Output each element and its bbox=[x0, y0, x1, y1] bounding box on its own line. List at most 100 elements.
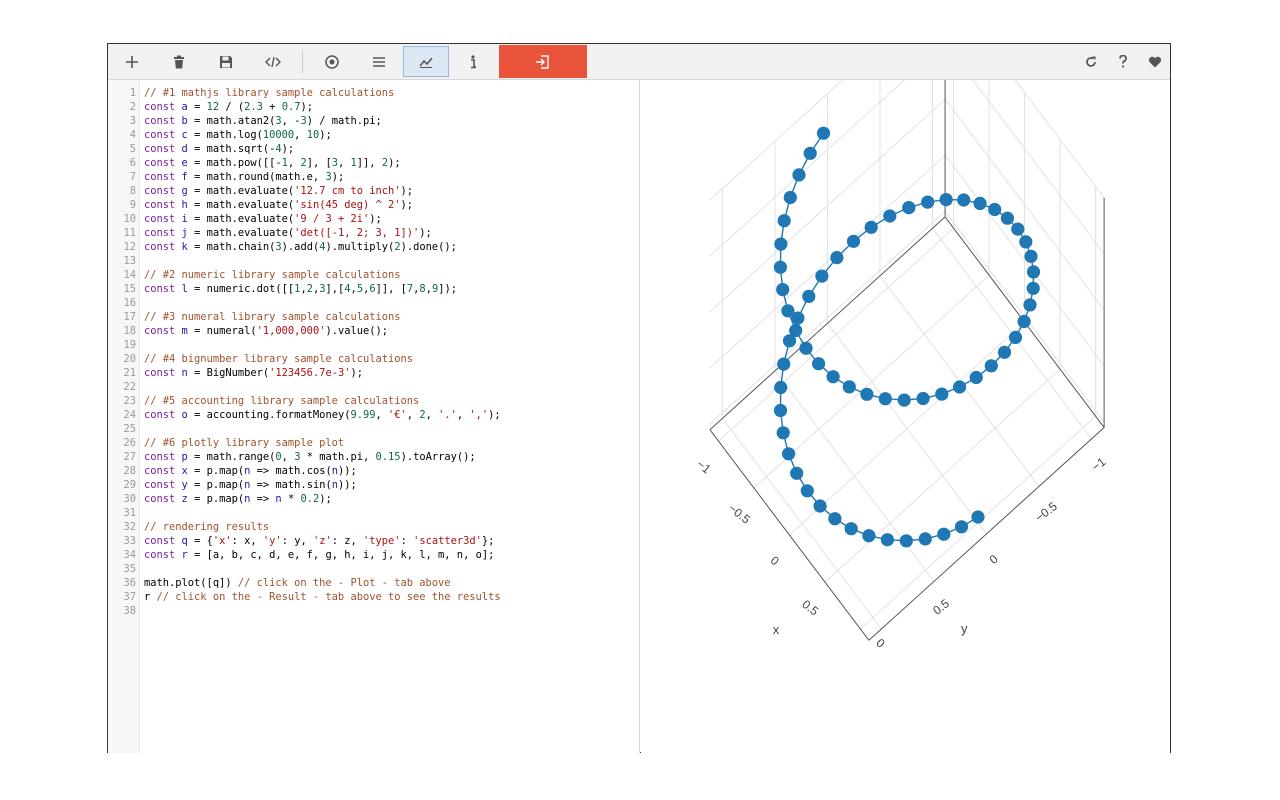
line-number: 19 bbox=[123, 339, 136, 351]
code-token: i bbox=[181, 213, 188, 225]
refresh-icon bbox=[1086, 56, 1096, 67]
code-token: const bbox=[144, 199, 182, 211]
wall-gridline bbox=[709, 210, 946, 425]
code-line[interactable]: const f = math.round(math.e, 3); bbox=[144, 170, 344, 184]
data-point bbox=[939, 193, 953, 207]
code-line[interactable]: // #1 mathjs library sample calculations bbox=[144, 86, 394, 100]
line-number: 38 bbox=[123, 605, 136, 617]
code-token: 4 bbox=[275, 143, 282, 155]
code-line[interactable]: // #4 bignumber library sample calculati… bbox=[144, 352, 413, 366]
code-line[interactable]: const k = math.chain(3).add(4).multiply(… bbox=[144, 240, 457, 254]
data-point bbox=[937, 527, 951, 541]
code-line[interactable]: const n = BigNumber('123456.7e-3'); bbox=[144, 366, 363, 380]
code-token: / ( bbox=[219, 101, 245, 113]
code-line[interactable]: const a = 12 / (2.3 + 0.7); bbox=[144, 100, 313, 114]
line-number: 16 bbox=[123, 297, 136, 309]
line-number: 14 bbox=[123, 269, 136, 281]
code-token: 1 bbox=[281, 157, 288, 169]
result-view-button[interactable] bbox=[314, 46, 350, 77]
code-token: ); bbox=[369, 213, 382, 225]
code-token: , bbox=[363, 283, 370, 295]
delete-button[interactable] bbox=[161, 46, 197, 77]
reload-button[interactable] bbox=[1078, 46, 1104, 77]
code-line[interactable]: const z = p.map(n => n * 0.2); bbox=[144, 492, 332, 506]
code-line[interactable]: const l = numeric.dot([[1,2,3],[4,5,6]],… bbox=[144, 282, 457, 296]
code-token: 0.2 bbox=[300, 493, 320, 505]
code-line[interactable]: const c = math.log(10000, 10); bbox=[144, 128, 332, 142]
plot-view-button[interactable] bbox=[403, 46, 449, 77]
data-point bbox=[864, 220, 878, 234]
code-token: b bbox=[181, 115, 188, 127]
line-number: 34 bbox=[123, 549, 136, 561]
help-button[interactable] bbox=[1110, 46, 1136, 77]
code-token: 5 bbox=[356, 283, 364, 295]
code-token: , bbox=[281, 451, 295, 463]
code-icon bbox=[265, 56, 281, 67]
code-token: ]], bbox=[356, 157, 382, 169]
code-line[interactable]: // rendering results bbox=[144, 520, 269, 534]
data-point bbox=[1026, 281, 1040, 295]
code-token: ]], [ bbox=[375, 283, 407, 295]
data-point bbox=[1019, 235, 1033, 249]
code-line[interactable]: const b = math.atan2(3, -3) / math.pi; bbox=[144, 114, 382, 128]
code-token: o bbox=[181, 409, 188, 421]
code-token: = BigNumber( bbox=[187, 367, 270, 379]
code-token: 3 bbox=[275, 241, 282, 253]
code-line[interactable]: const x = p.map(n => math.cos(n)); bbox=[144, 464, 357, 478]
run-button[interactable] bbox=[499, 45, 587, 78]
line-number: 12 bbox=[123, 241, 136, 253]
code-token: x bbox=[181, 465, 188, 477]
code-line[interactable]: const j = math.evaluate('det([-1, 2; 3, … bbox=[144, 226, 432, 240]
code-token: 3 bbox=[275, 115, 282, 127]
code-line[interactable]: const d = math.sqrt(-4); bbox=[144, 142, 294, 156]
code-line[interactable]: const r = [a, b, c, d, e, f, g, h, i, j,… bbox=[144, 548, 494, 562]
code-token: = [a, b, c, d, e, f, g, h, i, j, k, l, m… bbox=[187, 549, 495, 561]
code-token: y bbox=[181, 479, 188, 491]
code-line[interactable]: // #3 numeral library sample calculation… bbox=[144, 310, 400, 324]
code-line[interactable]: math.plot([q]) // click on the - Plot - … bbox=[144, 576, 451, 590]
code-line[interactable]: const q = {'x': x, 'y': y, 'z': z, 'type… bbox=[144, 534, 494, 548]
scatter3d-plot[interactable]: −1 −0.5 0 0.5 −1 −0.5 0 0.5 0 x y bbox=[641, 80, 1170, 753]
code-token: = math.atan2( bbox=[187, 115, 276, 127]
plot-pane[interactable]: −1 −0.5 0 0.5 −1 −0.5 0 0.5 0 x y bbox=[641, 80, 1170, 753]
code-line[interactable]: // #2 numeric library sample calculation… bbox=[144, 268, 400, 282]
code-line[interactable]: const p = math.range(0, 3 * math.pi, 0.1… bbox=[144, 450, 476, 464]
list-view-button[interactable] bbox=[361, 46, 397, 77]
data-point bbox=[789, 323, 803, 338]
code-token: d bbox=[181, 143, 188, 155]
code-token: = numeral( bbox=[187, 325, 257, 337]
data-point bbox=[774, 380, 788, 395]
code-line[interactable]: r // click on the - Result - tab above t… bbox=[144, 590, 501, 604]
code-line[interactable]: // #5 accounting library sample calculat… bbox=[144, 394, 419, 408]
data-point bbox=[826, 370, 840, 384]
code-token: // click on the - Result - tab above to … bbox=[156, 591, 501, 603]
code-line[interactable]: const h = math.evaluate('sin(45 deg) ^ 2… bbox=[144, 198, 413, 212]
data-point bbox=[792, 168, 806, 182]
code-token: ); bbox=[388, 157, 401, 169]
code-token: + bbox=[262, 101, 282, 113]
info-button[interactable] bbox=[455, 46, 491, 77]
code-line[interactable]: const m = numeral('1,000,000').value(); bbox=[144, 324, 388, 338]
code-line[interactable]: const o = accounting.formatMoney(9.99, '… bbox=[144, 408, 501, 422]
chart-icon bbox=[419, 57, 433, 68]
code-line[interactable]: const e = math.pow([[-1, 2], [3, 1]], 2)… bbox=[144, 156, 401, 170]
code-line[interactable]: // #6 plotly library sample plot bbox=[144, 436, 344, 450]
code-line[interactable]: const i = math.evaluate('9 / 3 + 2i'); bbox=[144, 212, 382, 226]
add-button[interactable] bbox=[114, 46, 150, 77]
save-button[interactable] bbox=[208, 46, 244, 77]
favorite-button[interactable] bbox=[1142, 46, 1168, 77]
line-number: 17 bbox=[123, 311, 136, 323]
code-token: g bbox=[181, 185, 188, 197]
code-token: 6 bbox=[369, 283, 376, 295]
line-number: 32 bbox=[123, 521, 136, 533]
code-token: , bbox=[312, 283, 320, 295]
code-line[interactable]: const g = math.evaluate('12.7 cm to inch… bbox=[144, 184, 413, 198]
data-point bbox=[921, 195, 935, 209]
toolbar bbox=[108, 44, 1170, 80]
code-editor[interactable]: 1 2 3 4 5 6 7 8 9 10 11 12 13 14 15 16 17 18 19 20 21 22 23 24 2… bbox=[108, 80, 640, 753]
x-tick-label: −0.5 bbox=[726, 501, 754, 527]
embed-button[interactable] bbox=[255, 46, 291, 77]
code-token: f bbox=[181, 171, 188, 183]
code-line[interactable]: const y = p.map(n => math.sin(n)); bbox=[144, 478, 357, 492]
code-token: 2 bbox=[300, 157, 307, 169]
